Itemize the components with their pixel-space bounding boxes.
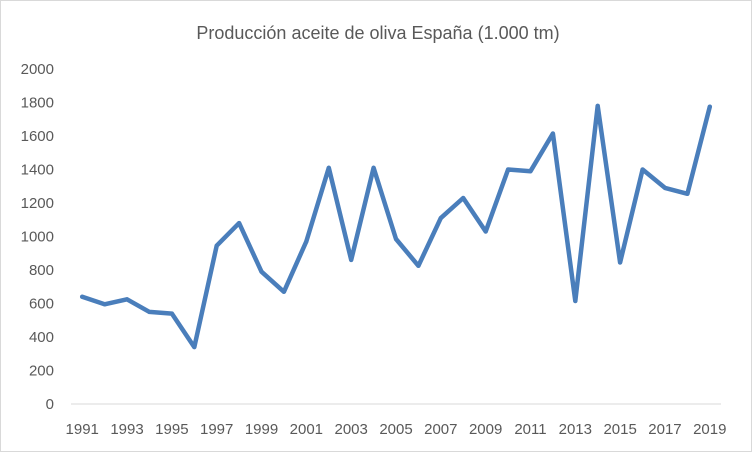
- data-point: [438, 216, 443, 221]
- x-tick-label: 1995: [155, 421, 188, 438]
- x-tick-label: 2005: [379, 421, 412, 438]
- data-point: [550, 131, 555, 136]
- data-point: [394, 237, 398, 242]
- data-point: [461, 195, 466, 200]
- data-point: [147, 309, 152, 314]
- data-point: [349, 257, 354, 262]
- x-tick-label: 1997: [200, 421, 233, 438]
- y-tick-label: 1000: [21, 229, 54, 246]
- data-point: [102, 302, 107, 307]
- y-tick-label: 800: [29, 262, 54, 279]
- y-tick-label: 1200: [21, 195, 54, 212]
- data-point: [640, 167, 645, 172]
- x-tick-label: 1999: [245, 421, 278, 438]
- data-point: [707, 104, 712, 109]
- data-point: [662, 185, 667, 190]
- x-tick-label: 2019: [693, 421, 726, 438]
- data-point: [573, 298, 578, 303]
- y-tick-label: 0: [46, 396, 54, 413]
- data-point: [618, 260, 623, 265]
- series-line: [79, 103, 713, 350]
- data-points: [80, 103, 712, 350]
- x-tick-label: 2009: [469, 421, 502, 438]
- y-tick-label: 200: [29, 363, 54, 380]
- x-tick-label: 2003: [334, 421, 367, 438]
- x-tick-label: 2013: [559, 421, 592, 438]
- x-tick-label: 2015: [603, 421, 636, 438]
- data-point: [281, 289, 286, 294]
- data-point: [125, 297, 130, 302]
- data-point: [237, 221, 242, 226]
- y-tick-label: 600: [29, 296, 54, 313]
- x-tick-label: 2011: [514, 421, 546, 438]
- x-tick-label: 1991: [66, 421, 99, 438]
- y-tick-label: 1600: [21, 128, 54, 145]
- data-point: [483, 229, 488, 234]
- x-tick-label: 2007: [424, 421, 457, 438]
- data-point: [528, 169, 533, 174]
- data-point: [326, 165, 331, 170]
- y-axis-ticks: 0 200 400 600 800 1000 1200 1400 1600 1800 2000: [21, 61, 54, 413]
- data-point: [259, 269, 264, 274]
- data-point: [169, 311, 174, 316]
- y-tick-label: 400: [29, 329, 54, 346]
- y-tick-label: 1800: [21, 95, 54, 112]
- data-point: [192, 345, 197, 350]
- data-point: [371, 165, 376, 170]
- x-axis-ticks: 1991 1993 1995 1997 1999 2001 2003 2005 2007 2009…: [66, 421, 727, 438]
- chart-title: Producción aceite de oliva España (1.000…: [196, 23, 559, 43]
- data-point: [685, 191, 690, 196]
- data-point: [304, 239, 309, 244]
- data-point: [595, 103, 600, 108]
- y-tick-label: 2000: [21, 61, 54, 78]
- x-tick-label: 1993: [110, 421, 143, 438]
- data-point: [214, 243, 219, 248]
- data-point: [80, 294, 85, 299]
- data-point: [506, 167, 511, 172]
- x-tick-label: 2001: [290, 421, 323, 438]
- x-tick-label: 2017: [648, 421, 681, 438]
- y-tick-label: 1400: [21, 162, 54, 179]
- data-point: [416, 263, 421, 268]
